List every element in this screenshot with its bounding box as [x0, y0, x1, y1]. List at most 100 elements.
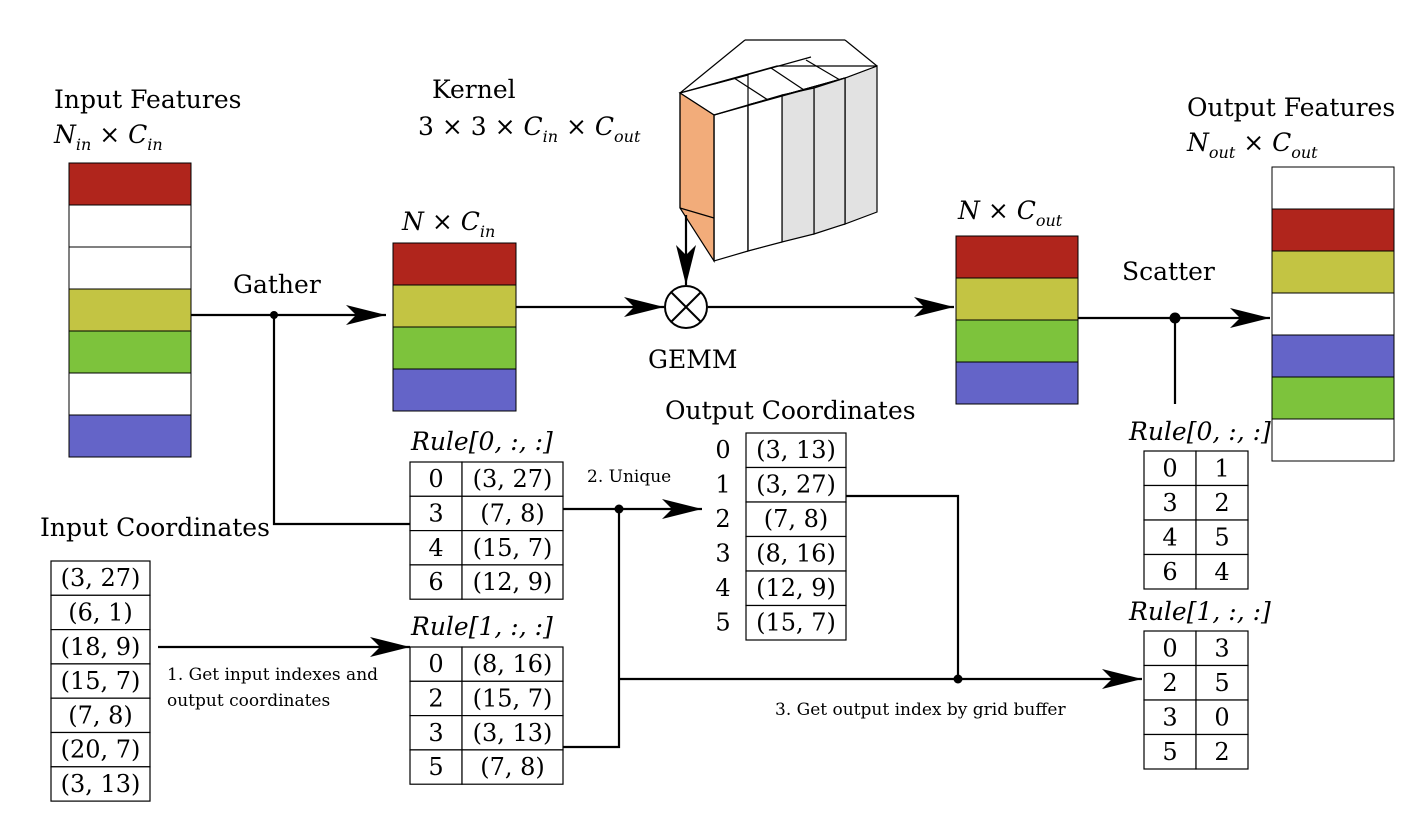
table-cell-text: 3 [1162, 489, 1177, 517]
rule1-right-title: Rule[1, :, :] [1128, 597, 1271, 626]
table-cell-text: (15, 7) [61, 667, 141, 695]
output-coord-index: 5 [715, 609, 730, 637]
gathered-dims: N × Cin [401, 207, 495, 241]
table-cell-text: (8, 16) [473, 650, 553, 678]
step1-label-line1: 1. Get input indexes and [167, 665, 378, 685]
table-cell [1143, 733, 1197, 770]
table-cell [409, 461, 463, 497]
rule0-left-title: Rule[0, :, :] [410, 427, 553, 456]
gemm-operator [664, 285, 708, 329]
table-cell [50, 697, 151, 734]
output-coord-index: 1 [715, 471, 730, 499]
gathered-row [392, 326, 517, 370]
kernel-dims: 3 × 3 × Cin × Cout [418, 112, 641, 146]
input_features-row [68, 288, 192, 332]
input-coordinates-title: Input Coordinates [40, 513, 270, 542]
kernel-slab-2 [713, 104, 749, 262]
table-cell-text: 2 [1162, 669, 1177, 697]
gathered-row [392, 242, 517, 286]
table-cell [461, 646, 564, 682]
output_gemm-row [955, 319, 1079, 363]
table-cell [745, 570, 847, 607]
output-coord-value: (7, 8) [764, 505, 829, 533]
table-cell-text: 5 [428, 753, 443, 781]
output_features-row [1271, 418, 1395, 462]
output-coord-value: (12, 9) [756, 574, 836, 602]
kernel-title: Kernel [432, 75, 516, 104]
gathered-features-stack [392, 242, 517, 412]
table-cell-text: (18, 9) [61, 633, 141, 661]
table-cell [1195, 699, 1249, 736]
kernel-slab-2-side [781, 87, 815, 243]
table-cell-text: (3, 27) [473, 465, 553, 493]
table-cell [1195, 664, 1249, 701]
gemm-label: GEMM [648, 345, 737, 374]
table-cell [1143, 664, 1197, 701]
input-coordinates-table: (3, 27) (6, 1) (18, 9) (15, 7) (7, 8) (20, 7)… [50, 560, 151, 802]
table-cell [745, 501, 847, 538]
gemm-output-dims: N × Cout [957, 196, 1063, 230]
table-cell [1195, 630, 1249, 667]
kernel-cube [678, 39, 878, 264]
table-cell [1143, 519, 1197, 556]
table-cell-text: 5 [1214, 523, 1229, 551]
table-cell [50, 731, 151, 768]
output-coord-value: (15, 7) [756, 609, 836, 637]
input-features-title: Input Features [54, 85, 241, 114]
output_gemm-row [955, 235, 1079, 279]
rule1-to-unique-link [563, 509, 621, 749]
output-coord-value: (3, 27) [756, 471, 836, 499]
scatter-label: Scatter [1122, 257, 1215, 286]
output-coord-index: 4 [715, 574, 730, 602]
table-cell-text: (7, 8) [480, 499, 545, 527]
input_features-row [68, 246, 192, 290]
gemm-output-stack [955, 235, 1079, 405]
table-cell-text: 3 [428, 499, 443, 527]
table-cell-text: 3 [1162, 703, 1177, 731]
rule0-right-title: Rule[0, :, :] [1128, 417, 1271, 446]
table-cell-text: 6 [428, 568, 443, 596]
table-cell-text: 2 [1214, 489, 1229, 517]
table-cell-text: (7, 8) [480, 753, 545, 781]
table-cell [409, 564, 463, 600]
input-features-stack [68, 162, 192, 458]
table-cell-text: 4 [428, 534, 443, 562]
input-features-dims: Nin × Cin [53, 120, 163, 154]
table-cell-text: 4 [1214, 558, 1229, 586]
output_features-row [1271, 376, 1395, 420]
output-coordinates-table: 0 (3, 13) 1 (3, 27) 2 (7, 8) 3 (8, 16) 4 (12, 9) 5… [715, 432, 847, 641]
table-cell-text: 5 [1214, 669, 1229, 697]
output-coord-index: 3 [715, 540, 730, 568]
rule0-left-table: 0 (3, 27) 3 (7, 8) 4 (15, 7) 6 (12, 9) [409, 461, 564, 600]
step1-label-line2: output coordinates [167, 691, 330, 711]
rule0-right-table: 0 1 3 2 4 5 6 4 [1143, 450, 1249, 590]
table-cell-text: (12, 9) [473, 568, 553, 596]
step2-label: 2. Unique [587, 467, 671, 487]
table-cell-text: (6, 1) [68, 598, 133, 626]
table-cell [50, 560, 151, 596]
table-cell-text: 0 [428, 650, 443, 678]
table-cell [1195, 733, 1249, 770]
input_features-row [68, 330, 192, 374]
table-cell [50, 663, 151, 699]
output_features-row [1271, 250, 1395, 294]
table-cell [461, 564, 564, 600]
table-cell-text: 5 [1162, 738, 1177, 766]
table-cell [1143, 553, 1197, 590]
table-cell-text: (3, 13) [61, 770, 141, 798]
table-cell [461, 714, 564, 751]
outcoords-to-grid-link [846, 494, 960, 679]
table-cell-text: 4 [1162, 523, 1177, 551]
table-cell-text: (7, 8) [68, 701, 133, 729]
table-cell [50, 594, 151, 631]
gathered-row [392, 284, 517, 328]
table-cell [461, 495, 564, 532]
output-features-title: Output Features [1187, 93, 1395, 122]
table-cell-text: 1 [1214, 454, 1229, 482]
table-cell-text: 0 [428, 465, 443, 493]
junction-dots [270, 311, 1181, 684]
table-cell [1195, 519, 1249, 556]
rule1-left-table: 0 (8, 16) 2 (15, 7) 3 (3, 13) 5 (7, 8) [409, 646, 564, 785]
kernel-slab-2-front [747, 94, 783, 252]
